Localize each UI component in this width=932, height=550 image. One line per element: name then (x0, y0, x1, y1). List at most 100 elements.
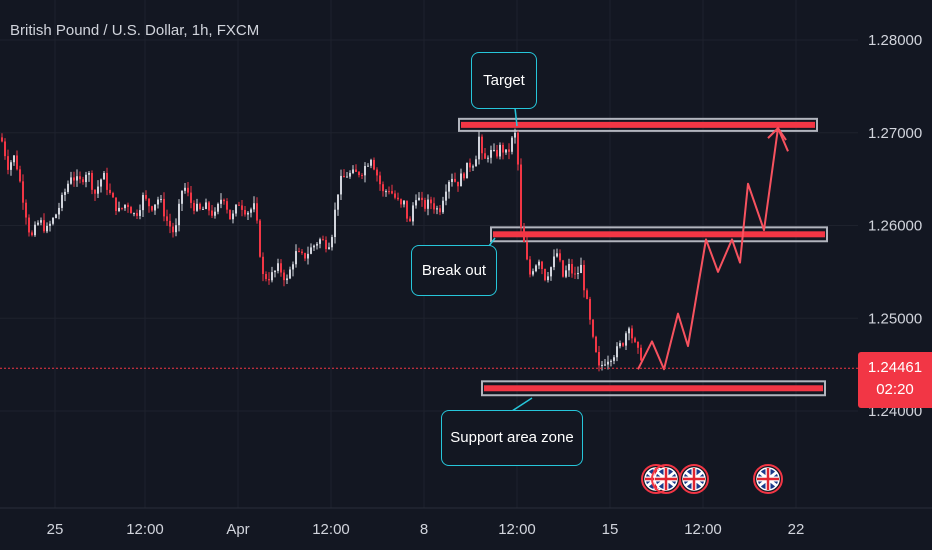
candle-body (277, 263, 279, 271)
target-callout[interactable]: Target (471, 52, 537, 109)
candle-body (142, 195, 144, 211)
candle-body (634, 338, 636, 342)
candle-body (448, 181, 450, 192)
support-zone-box (481, 380, 826, 397)
candle-body (259, 220, 261, 257)
candle-body (313, 245, 315, 248)
candle-body (43, 220, 45, 232)
x-tick-label: 8 (420, 521, 428, 538)
y-tick-label: 1.27000 (868, 125, 922, 142)
candle-body (511, 137, 513, 152)
candle-body (625, 333, 627, 346)
support-callout[interactable]: Support area zone (441, 410, 583, 466)
candle-body (394, 193, 396, 198)
candle-body (580, 264, 582, 274)
breakout-zone-band (493, 231, 825, 238)
candle-body (244, 209, 246, 215)
candle-body (406, 200, 408, 219)
support-callout-tail (511, 397, 533, 412)
candle-body (25, 202, 27, 218)
uk-flag-icon[interactable] (679, 464, 709, 494)
target-callout-tail (514, 107, 518, 127)
x-tick-label: 15 (602, 521, 619, 538)
projection-arrowhead (767, 126, 787, 141)
breakout-zone-box (490, 226, 828, 243)
candle-body (379, 175, 381, 185)
x-tick-label: 25 (47, 521, 64, 538)
candle-body (421, 197, 423, 201)
candle-body (601, 364, 603, 366)
candle-body (157, 199, 159, 205)
candle-body (229, 209, 231, 220)
candle-body (457, 181, 459, 187)
candle-body (442, 200, 444, 213)
candle-body (466, 162, 468, 179)
candle-body (4, 141, 6, 157)
candle-body (622, 343, 624, 346)
candle-body (487, 157, 489, 159)
candle-body (139, 210, 141, 216)
candle-body (106, 172, 108, 190)
candle-body (544, 269, 546, 281)
candle-body (502, 144, 504, 153)
candle-body (235, 204, 237, 214)
candle-body (13, 155, 15, 163)
candle-body (253, 203, 255, 210)
candle-body (532, 271, 534, 275)
candle-body (631, 328, 633, 339)
candle-body (574, 273, 576, 275)
candle-body (553, 256, 555, 268)
candle-body (388, 191, 390, 193)
candle-body (211, 210, 213, 216)
uk-flag-icon[interactable] (753, 464, 783, 494)
candle-body (451, 178, 453, 182)
chart-title: British Pound / U.S. Dollar, 1h, FXCM (10, 22, 260, 39)
candle-body (187, 187, 189, 193)
candle-body (568, 264, 570, 271)
candle-body (199, 203, 201, 210)
candle-body (550, 267, 552, 277)
y-tick-label: 1.25000 (868, 310, 922, 327)
candle-body (340, 175, 342, 195)
candle-body (547, 276, 549, 281)
candle-body (271, 272, 273, 281)
candle-body (535, 265, 537, 272)
candle-body (349, 173, 351, 177)
candle-body (82, 179, 84, 183)
candle-body (325, 239, 327, 250)
candle-body (190, 192, 192, 203)
candle-body (91, 173, 93, 190)
candle-body (160, 198, 162, 200)
candle-body (289, 269, 291, 279)
candle-body (337, 194, 339, 210)
candle-body (52, 218, 54, 224)
candle-body (148, 198, 150, 207)
candle-body (412, 205, 414, 222)
bar-countdown: 02:20 (876, 381, 914, 398)
candle-body (415, 200, 417, 206)
candle-body (28, 217, 30, 233)
candle-body (598, 352, 600, 366)
candle-body (481, 136, 483, 154)
support-callout-label: Support area zone (450, 429, 574, 446)
candle-body (364, 166, 366, 176)
candle-body (121, 207, 123, 209)
callout-connectors (488, 107, 533, 412)
news-flags[interactable] (641, 464, 783, 494)
breakout-callout[interactable]: Break out (411, 245, 497, 296)
candle-body (304, 253, 306, 259)
candle-body (295, 251, 297, 265)
current-price-tag: 1.24461 02:20 (858, 352, 932, 408)
candle-body (274, 270, 276, 273)
candle-body (145, 195, 147, 199)
uk-flag-icon[interactable] (651, 464, 681, 494)
breakout-callout-tail (488, 237, 496, 247)
candle-body (400, 199, 402, 205)
candle-body (343, 175, 345, 178)
candle-body (85, 174, 87, 183)
x-tick-label: 12:00 (312, 521, 350, 538)
x-tick-label: 12:00 (498, 521, 536, 538)
y-tick-label: 1.26000 (868, 218, 922, 235)
candle-body (34, 224, 36, 236)
